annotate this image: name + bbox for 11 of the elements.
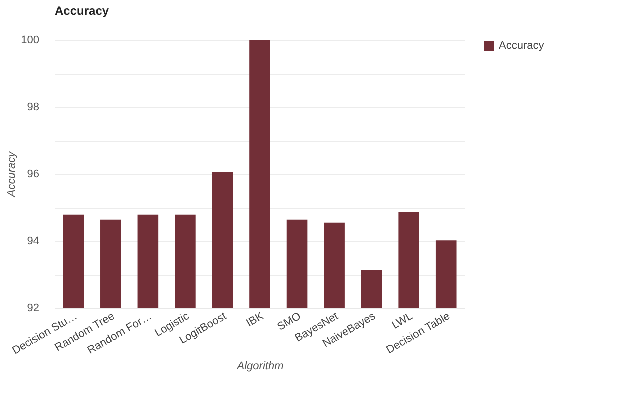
- x-axis-title: Algorithm: [236, 360, 284, 372]
- x-tick-label: LWL: [390, 310, 416, 332]
- y-tick-label: 92: [27, 302, 40, 314]
- x-tick-label: IBK: [244, 310, 267, 330]
- y-axis-title: Accuracy: [6, 150, 18, 198]
- y-tick-label: 98: [27, 102, 40, 114]
- y-tick-label: 96: [27, 168, 40, 180]
- chart-title: Accuracy: [55, 4, 110, 18]
- y-tick-label: 100: [21, 34, 40, 46]
- legend-label: Accuracy: [499, 40, 545, 52]
- y-tick-label: 94: [27, 236, 40, 248]
